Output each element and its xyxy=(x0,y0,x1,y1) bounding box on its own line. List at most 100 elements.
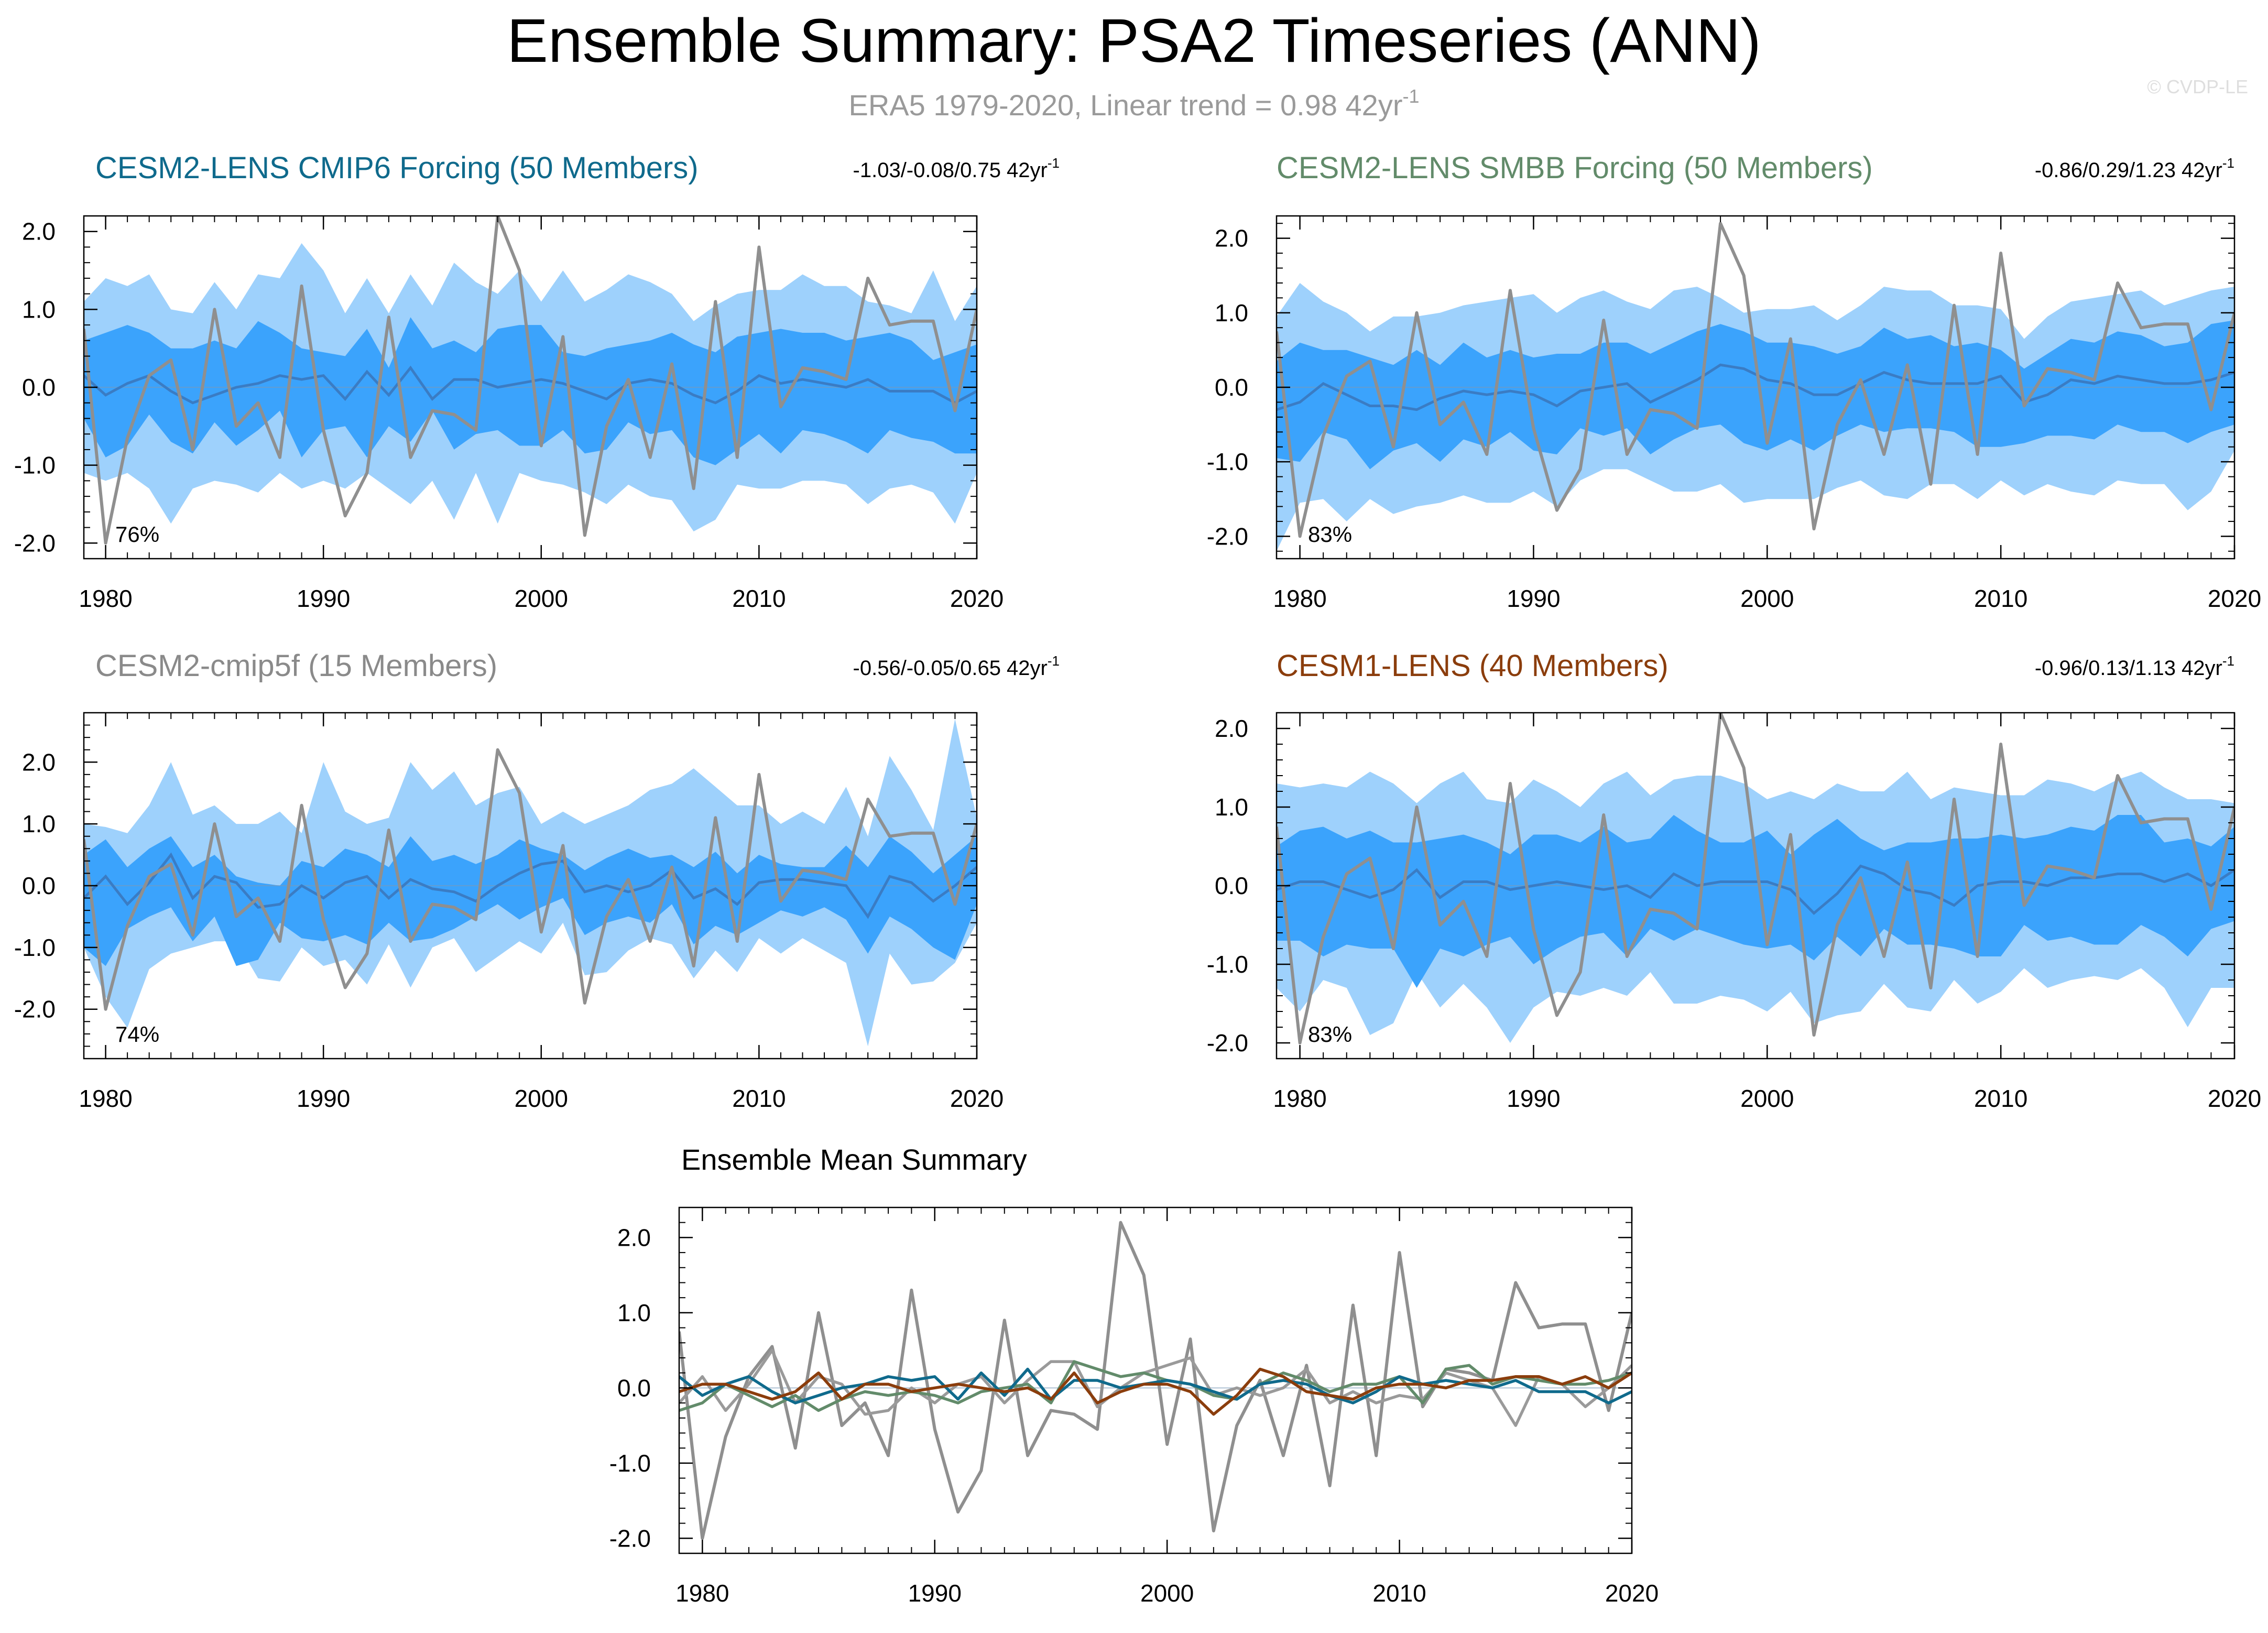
inner-spread-band xyxy=(1277,320,2234,470)
ensemble-mean-line xyxy=(84,365,977,405)
y-tick-label: -2.0 xyxy=(14,529,56,557)
inner-spread-band xyxy=(84,836,977,966)
y-tick-label: 2.0 xyxy=(617,1224,651,1251)
panel-title: Ensemble Mean Summary xyxy=(681,1143,1027,1176)
series-line-3 xyxy=(679,1367,1632,1405)
x-tick-label: 2010 xyxy=(732,585,786,612)
panel-title: CESM2-LENS SMBB Forcing (50 Members) xyxy=(1277,151,1873,185)
x-tick-label: 1990 xyxy=(1507,1085,1560,1112)
ensemble-mean-line xyxy=(1277,864,2234,915)
x-tick-label: 1980 xyxy=(675,1580,729,1607)
y-tick-label: 0.0 xyxy=(22,872,56,899)
panel-cesm1-lens: CESM1-LENS (40 Members) -0.96/0.13/1.13 4… xyxy=(1207,649,2261,1112)
plot-area xyxy=(84,718,977,1047)
trend-range-text: -0.56/-0.05/0.65 42yr xyxy=(853,657,1048,680)
x-tick-label: 1980 xyxy=(1273,585,1326,612)
x-tick-label: 1990 xyxy=(297,1085,350,1112)
y-tick-label: 0.0 xyxy=(1215,872,1248,899)
trend-range-superscript: -1 xyxy=(1048,155,1060,171)
x-tick-label: 2020 xyxy=(2208,585,2261,612)
figure-subtitle-text: ERA5 1979-2020, Linear trend = 0.98 42yr xyxy=(849,89,1403,122)
y-tick-label: 2.0 xyxy=(1215,225,1248,252)
panel-title: CESM1-LENS (40 Members) xyxy=(1277,649,1669,683)
x-tick-label: 1980 xyxy=(79,585,132,612)
plot-area xyxy=(1277,222,2234,551)
plot-area xyxy=(84,216,977,545)
y-tick-label: 1.0 xyxy=(617,1299,651,1326)
trend-range-label: -0.96/0.13/1.13 42yr-1 xyxy=(2035,653,2234,680)
percent-within-spread-label: 74% xyxy=(115,1022,159,1047)
x-tick-label: 2020 xyxy=(1605,1580,1659,1607)
x-tick-label: 2010 xyxy=(732,1085,786,1112)
y-tick-label: -2.0 xyxy=(14,996,56,1023)
trend-range-text: -0.96/0.13/1.13 42yr xyxy=(2035,657,2222,680)
observations-line xyxy=(84,216,977,545)
panel-ensemble-mean-summary: Ensemble Mean Summary -2.0 -1.0 0.0 1.0 2.0 19… xyxy=(609,1143,1659,1607)
y-tick-label: -1.0 xyxy=(609,1450,651,1477)
panels: CESM2-LENS CMIP6 Forcing (50 Members) -1.… xyxy=(14,151,2261,1607)
x-tick-label: 1980 xyxy=(79,1085,132,1112)
y-tick-label: 0.0 xyxy=(617,1374,651,1401)
inner-spread-band xyxy=(1277,815,2234,988)
inner-spread-band xyxy=(84,317,977,465)
trend-range-superscript: -1 xyxy=(2222,155,2234,171)
y-tick-label: -2.0 xyxy=(1207,522,1248,550)
trend-range-label: -0.56/-0.05/0.65 42yr-1 xyxy=(853,653,1060,680)
y-tick-label: 2.0 xyxy=(22,218,56,245)
figure-title: Ensemble Summary: PSA2 Timeseries (ANN) xyxy=(507,6,1761,75)
x-tick-label: 1980 xyxy=(1273,1085,1326,1112)
panel-cesm2-cmip5f: CESM2-cmip5f (15 Members) -0.56/-0.05/0.6… xyxy=(14,649,1060,1112)
x-tick-label: 2000 xyxy=(1140,1580,1194,1607)
y-tick-label: -1.0 xyxy=(14,934,56,961)
panel-cesm2-smbb: CESM2-LENS SMBB Forcing (50 Members) -0.8… xyxy=(1207,151,2261,612)
x-tick-label: 1990 xyxy=(908,1580,962,1607)
y-tick-label: 1.0 xyxy=(1215,299,1248,326)
trend-range-superscript: -1 xyxy=(1048,653,1060,669)
y-tick-label: -2.0 xyxy=(609,1525,651,1552)
percent-within-spread-label: 76% xyxy=(115,522,159,547)
y-tick-label: 2.0 xyxy=(22,748,56,776)
observations-line xyxy=(1277,222,2234,538)
y-tick-label: 2.0 xyxy=(1215,715,1248,742)
y-tick-label: 0.0 xyxy=(22,374,56,401)
series-line-0 xyxy=(679,1221,1632,1540)
x-tick-label: 2020 xyxy=(950,585,1004,612)
series-line-4 xyxy=(679,1367,1632,1416)
y-tick-label: 1.0 xyxy=(1215,793,1248,821)
observations-line xyxy=(84,748,977,1011)
figure-subtitle-superscript: -1 xyxy=(1402,85,1419,107)
x-tick-label: 1990 xyxy=(1507,585,1560,612)
observations-line xyxy=(1277,713,2234,1044)
trend-range-text: -1.03/-0.08/0.75 42yr xyxy=(853,159,1048,182)
y-tick-label: -1.0 xyxy=(1207,448,1248,475)
y-tick-label: -1.0 xyxy=(1207,951,1248,978)
watermark: © CVDP-LE xyxy=(2147,76,2248,97)
y-tick-label: 1.0 xyxy=(22,810,56,837)
y-tick-label: 1.0 xyxy=(22,296,56,323)
y-tick-label: 0.0 xyxy=(1215,374,1248,401)
panel-title: CESM2-LENS CMIP6 Forcing (50 Members) xyxy=(95,151,699,185)
x-tick-label: 1990 xyxy=(297,585,350,612)
x-tick-label: 2020 xyxy=(2208,1085,2261,1112)
plot-frame xyxy=(678,1206,1633,1554)
x-tick-label: 2000 xyxy=(515,1085,568,1112)
x-tick-label: 2020 xyxy=(950,1085,1004,1112)
panel-cesm2-cmip6: CESM2-LENS CMIP6 Forcing (50 Members) -1.… xyxy=(14,151,1060,612)
figure-subtitle: ERA5 1979-2020, Linear trend = 0.98 42yr… xyxy=(849,85,1420,122)
x-tick-label: 2010 xyxy=(1372,1580,1426,1607)
y-tick-label: -1.0 xyxy=(14,452,56,479)
plot-area xyxy=(679,1221,1632,1540)
trend-range-text: -0.86/0.29/1.23 42yr xyxy=(2035,159,2222,182)
x-tick-label: 2010 xyxy=(1974,1085,2027,1112)
x-tick-label: 2000 xyxy=(515,585,568,612)
x-tick-label: 2010 xyxy=(1974,585,2027,612)
y-tick-label: -2.0 xyxy=(1207,1029,1248,1057)
x-tick-label: 2000 xyxy=(1740,585,1794,612)
percent-within-spread-label: 83% xyxy=(1308,522,1352,547)
plot-area xyxy=(1277,713,2234,1044)
trend-range-label: -1.03/-0.08/0.75 42yr-1 xyxy=(853,155,1060,182)
panel-title: CESM2-cmip5f (15 Members) xyxy=(95,649,497,683)
trend-range-label: -0.86/0.29/1.23 42yr-1 xyxy=(2035,155,2234,182)
series-line-2 xyxy=(679,1360,1632,1412)
